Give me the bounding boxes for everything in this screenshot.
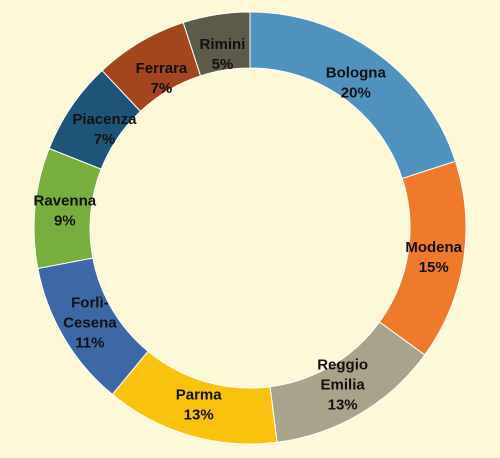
slice-name-rimini: Rimini [200, 36, 246, 53]
slice-value-modena: 15% [419, 259, 449, 276]
slice-label-ferrara: Ferrara 7% [136, 60, 188, 97]
slice-name-piacenza: Piacenza [72, 111, 137, 128]
slice-name-ferrara: Ferrara [136, 60, 188, 77]
slice-name-parma: Parma [176, 387, 223, 404]
slice-value-rimini: 5% [212, 56, 234, 73]
slice-name-modena: Modena [405, 239, 462, 256]
slice-value-piacenza: 7% [94, 131, 116, 148]
slice-rimini [182, 11, 251, 77]
labels-group: Bologna 20% Modena 15% Reggio Emilia 13% Parma 1… [34, 36, 463, 424]
slice-name-ravenna: Ravenna [34, 192, 97, 209]
slice-label-piacenza: Piacenza 7% [72, 111, 137, 148]
slice-value-forli-cesena: 11% [75, 335, 104, 352]
slice-name-reggio-emilia: Reggio [317, 357, 368, 374]
slice-label-rimini: Rimini 5% [200, 36, 246, 73]
slice-value-parma: 13% [184, 407, 214, 424]
slice-value-bologna: 20% [341, 84, 371, 101]
slice-name-forli-cesena: Forlì- [71, 295, 109, 312]
slice-value-reggio-emilia: 13% [328, 397, 358, 414]
slice-label-reggio-emilia: Reggio Emilia 13% [317, 357, 368, 414]
slice-value-ravenna: 9% [54, 212, 76, 229]
slice-label-modena: Modena 15% [405, 239, 462, 276]
slice-label-forli-cesena: Forlì- Cesena 11% [63, 295, 117, 352]
slice-label-bologna: Bologna 20% [326, 64, 387, 101]
slice-label-parma: Parma 13% [176, 387, 223, 424]
slice-value-ferrara: 7% [151, 80, 173, 97]
slice-name-reggio-emilia: Emilia [321, 377, 366, 394]
slice-name-bologna: Bologna [326, 64, 387, 81]
slice-modena [378, 160, 467, 356]
slices-group [33, 11, 467, 445]
slice-label-ravenna: Ravenna 9% [34, 192, 97, 229]
slice-name-forli-cesena: Cesena [63, 315, 117, 332]
